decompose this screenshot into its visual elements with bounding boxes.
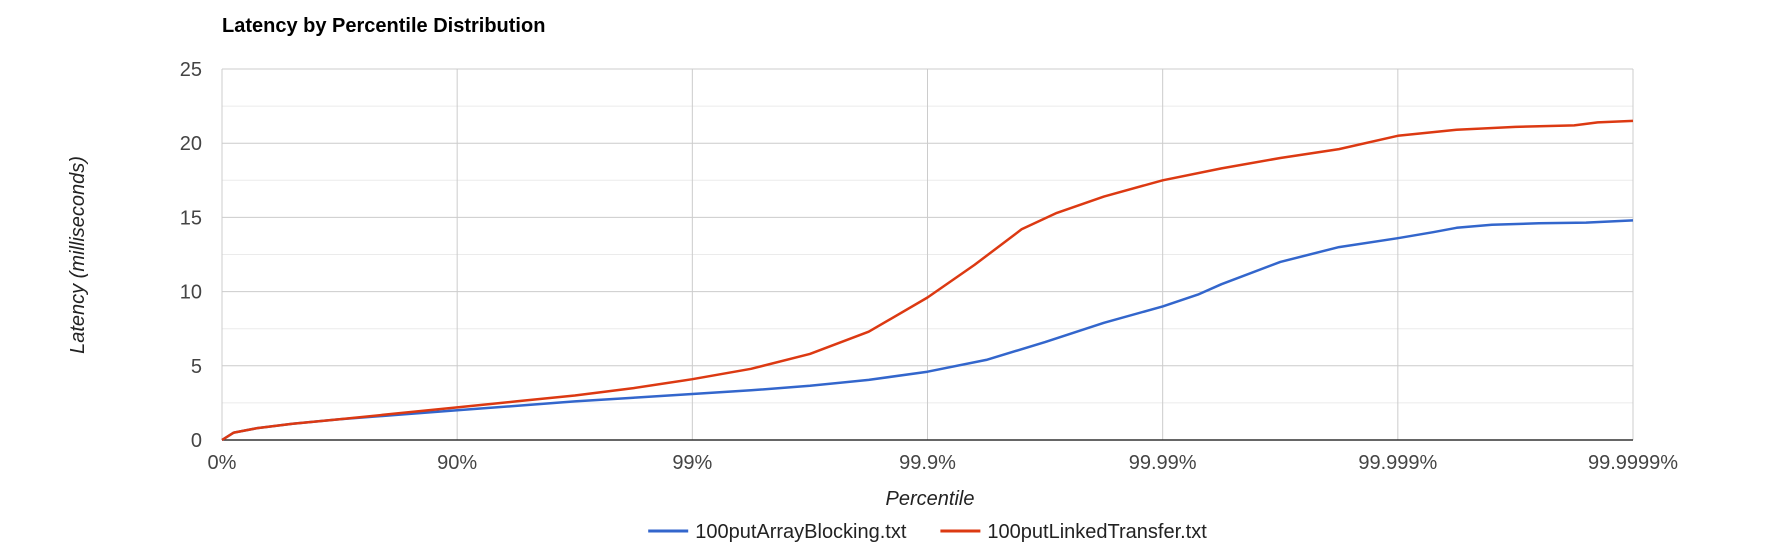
- x-tick-label: 90%: [437, 452, 477, 474]
- chart-title: Latency by Percentile Distribution: [222, 15, 545, 37]
- series-line: [221, 119, 1634, 442]
- x-tick-label: 99.999%: [1358, 452, 1437, 474]
- y-tick-label: 5: [191, 356, 202, 378]
- gridlines: [221, 68, 1634, 440]
- x-axis-label: Percentile: [886, 488, 975, 510]
- y-tick-label: 20: [180, 133, 202, 155]
- x-tick-label: 99%: [672, 452, 712, 474]
- y-tick-label: 10: [180, 282, 202, 304]
- x-tick-label: 99.9999%: [1588, 452, 1678, 474]
- y-tick-label: 15: [180, 207, 202, 229]
- x-tick-label: 99.9%: [899, 452, 956, 474]
- legend-label: 100putLinkedTransfer.txt: [987, 521, 1207, 543]
- y-tick-label: 0: [191, 430, 202, 452]
- series-lines: [221, 119, 1634, 442]
- axes: 0 5 10 15 20 25 0% 90% 99% 99.9% 99.99% 99.999% 99.9…: [180, 59, 1679, 474]
- legend-label: 100putArrayBlocking.txt: [695, 521, 907, 543]
- legend-entry: 100putLinkedTransfer.txt: [940, 521, 1207, 543]
- y-tick-label: 25: [180, 59, 202, 81]
- legend-entry: 100putArrayBlocking.txt: [648, 521, 907, 543]
- y-axis-label: Latency (milliseconds): [67, 156, 89, 354]
- x-tick-label: 99.99%: [1129, 452, 1197, 474]
- x-tick-label: 0%: [208, 452, 237, 474]
- legend: 100putArrayBlocking.txt 100putLinkedTrans…: [648, 521, 1207, 543]
